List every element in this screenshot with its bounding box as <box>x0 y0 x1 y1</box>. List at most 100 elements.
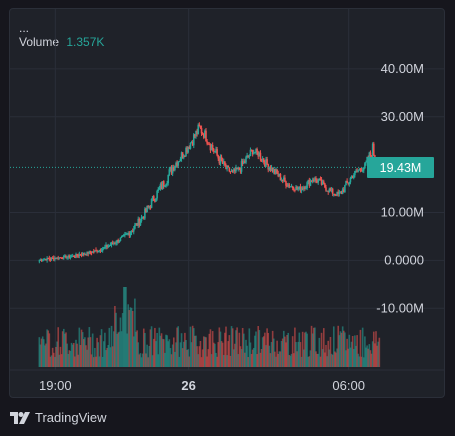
volume-bar <box>322 328 325 367</box>
volume-bar <box>187 349 190 367</box>
volume-bar <box>52 352 55 367</box>
volume-bar <box>126 333 128 367</box>
candle-body <box>282 177 285 181</box>
candle-body <box>68 255 71 258</box>
volume-bar <box>356 335 358 367</box>
candle-body <box>324 183 326 188</box>
volume-bar <box>101 356 104 367</box>
candle-body <box>169 167 172 170</box>
volume-bar <box>299 342 302 367</box>
volume-bar <box>280 340 283 367</box>
volume-bar <box>102 341 105 367</box>
volume-bar <box>94 347 96 367</box>
volume-bar <box>66 343 68 367</box>
candle-body <box>238 167 241 170</box>
volume-bar <box>346 338 348 367</box>
volume-bar <box>170 354 173 367</box>
grid <box>10 9 444 370</box>
candle-body <box>260 159 263 161</box>
candle-body <box>64 256 66 258</box>
candle-body <box>174 166 176 171</box>
volume-bar <box>362 357 365 367</box>
volume-bar <box>302 349 305 367</box>
footer-brand[interactable]: TradingView <box>10 410 107 425</box>
volume-bar <box>167 341 170 367</box>
price-axis[interactable]: 40.00M 30.00M 10.00M 0.0000 -10.00M <box>376 61 424 315</box>
candle-body <box>79 254 82 256</box>
candle-body <box>181 152 184 158</box>
volume-bar <box>75 339 77 367</box>
volume-value: 1.357K <box>66 35 105 49</box>
chart-panel[interactable]: ... Volume 1.357K 40.00M 30.00M 10.00M 0.00… <box>9 8 445 398</box>
candle-body <box>55 258 57 260</box>
volume-bar <box>72 342 75 367</box>
candle-body <box>46 258 48 260</box>
volume-bar <box>196 346 198 367</box>
candle-body <box>242 161 245 164</box>
candle-body <box>152 196 155 201</box>
candle-body <box>161 181 164 189</box>
volume-bar <box>161 338 164 367</box>
volume-bar <box>116 333 118 367</box>
volume-bar <box>195 335 197 367</box>
volume-bar <box>321 349 324 367</box>
candle-body <box>42 259 45 261</box>
volume-bar <box>292 353 295 367</box>
volume-bar <box>378 337 381 367</box>
candle-body <box>197 124 200 134</box>
candle-body <box>49 258 52 260</box>
volume-bar <box>227 341 230 367</box>
candle-body <box>114 243 116 245</box>
candle-body <box>254 152 256 154</box>
candle-body <box>354 170 356 176</box>
candle-body <box>285 181 287 186</box>
candle-body <box>110 242 113 246</box>
candle-body <box>188 147 191 149</box>
candle-body <box>301 188 304 190</box>
volume-bar <box>164 352 166 367</box>
volume-bar <box>242 333 245 367</box>
candle-body <box>128 233 131 236</box>
volume-bar <box>135 331 137 367</box>
chart-canvas[interactable]: 40.00M 30.00M 10.00M 0.0000 -10.00M 19:00 26 0… <box>10 9 445 398</box>
candle-body <box>308 180 311 186</box>
candle-body <box>314 178 316 181</box>
volume-bar <box>106 347 108 367</box>
volume-bar <box>149 329 152 367</box>
volume-bar <box>200 357 203 367</box>
volume-bar <box>248 328 251 367</box>
candle-body <box>287 184 290 186</box>
volume-bar <box>238 332 241 367</box>
volume-bar <box>189 326 192 367</box>
candle-body <box>214 151 216 153</box>
time-axis[interactable]: 19:00 26 06:00 <box>39 378 365 393</box>
volume-bar <box>210 354 213 367</box>
candle-body <box>360 170 363 172</box>
candle-body <box>159 184 162 188</box>
candle-body <box>120 236 123 238</box>
candle-body <box>177 161 180 166</box>
volume-bar <box>204 336 206 367</box>
candle-body <box>261 158 264 161</box>
volume-bar <box>39 344 42 367</box>
candle-body <box>298 186 301 189</box>
candle-body <box>119 237 122 242</box>
volume-bar <box>216 356 218 367</box>
candle-body <box>52 258 55 260</box>
volume-bar <box>58 354 61 367</box>
volume-bar <box>221 342 224 367</box>
volume-bar <box>327 340 330 367</box>
candle-body <box>291 186 294 189</box>
volume-bar <box>330 353 333 367</box>
volume-bar <box>267 332 270 367</box>
candle-body <box>51 257 54 259</box>
volume-bar <box>60 354 63 367</box>
volume-bar <box>181 348 184 367</box>
volume-bar <box>310 325 313 367</box>
candle-body <box>224 161 226 166</box>
volume-bar <box>279 351 282 367</box>
candle-body <box>38 260 41 262</box>
volume-bar <box>262 336 265 367</box>
candle-body <box>88 251 91 254</box>
volume-bar <box>241 327 244 367</box>
